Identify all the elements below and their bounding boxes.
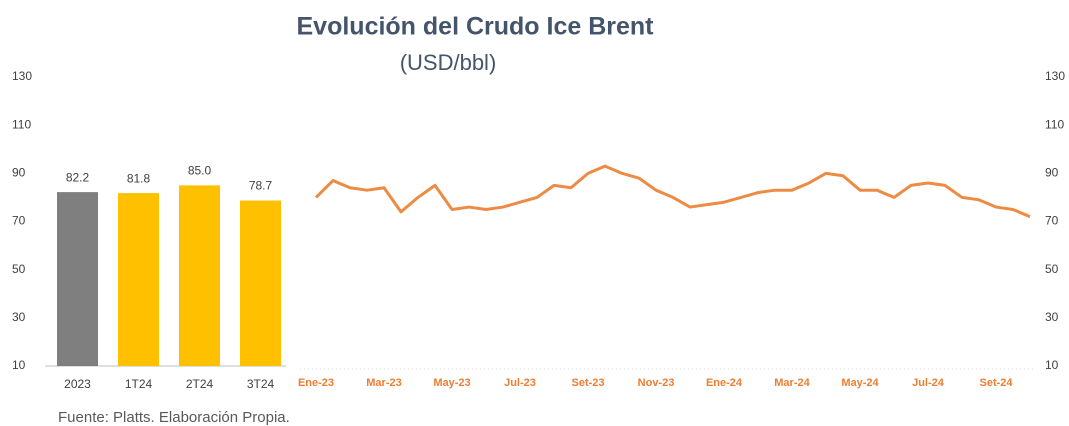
- data-label: 81.8: [127, 171, 151, 185]
- price-line: [314, 164, 1031, 219]
- chart-subtitle: (USD/bbl): [400, 50, 497, 75]
- y-tick-label: 30: [12, 310, 26, 324]
- y-tick-label: 90: [12, 166, 26, 180]
- data-label: 85.0: [188, 164, 212, 178]
- x-tick-label: May-24: [841, 377, 879, 389]
- x-tick-label: Ene-24: [706, 377, 743, 389]
- x-tick-label: 1T24: [125, 377, 153, 391]
- y-tick-label: 50: [1045, 262, 1059, 276]
- bar: [57, 192, 98, 366]
- x-tick-label: 3T24: [247, 377, 275, 391]
- bar: [118, 193, 159, 366]
- y-tick-label: 110: [1045, 117, 1064, 131]
- y-tick-label: 70: [1045, 214, 1059, 228]
- y-tick-label: 90: [1045, 166, 1059, 180]
- x-tick-label: Nov-23: [638, 377, 675, 389]
- y-tick-label: 130: [12, 69, 32, 83]
- x-tick-label: Ene-23: [298, 377, 334, 389]
- x-tick-label: 2023: [64, 377, 91, 391]
- y-tick-label: 70: [12, 214, 26, 228]
- source-note: Fuente: Platts. Elaboración Propia.: [58, 409, 290, 426]
- x-tick-label: Jul-24: [912, 377, 945, 389]
- y-tick-label: 30: [1045, 310, 1059, 324]
- y-tick-label: 130: [1045, 69, 1065, 83]
- bar: [240, 200, 281, 366]
- y-tick-label: 110: [12, 117, 31, 131]
- y-tick-label: 10: [12, 358, 26, 372]
- x-tick-label: 2T24: [186, 377, 214, 391]
- data-label: 78.7: [249, 179, 273, 193]
- y-tick-label: 50: [12, 262, 26, 276]
- x-tick-label: Set-23: [571, 377, 604, 389]
- x-tick-label: Mar-24: [774, 377, 810, 389]
- x-tick-label: May-23: [433, 377, 470, 389]
- data-label: 82.2: [66, 170, 90, 184]
- x-tick-label: Set-24: [979, 377, 1013, 389]
- y-tick-label: 10: [1045, 358, 1059, 372]
- chart-title: Evolución del Crudo Ice Brent: [297, 13, 655, 41]
- bar: [179, 185, 220, 366]
- x-tick-label: Jul-23: [504, 377, 536, 389]
- x-tick-label: Mar-23: [366, 377, 401, 389]
